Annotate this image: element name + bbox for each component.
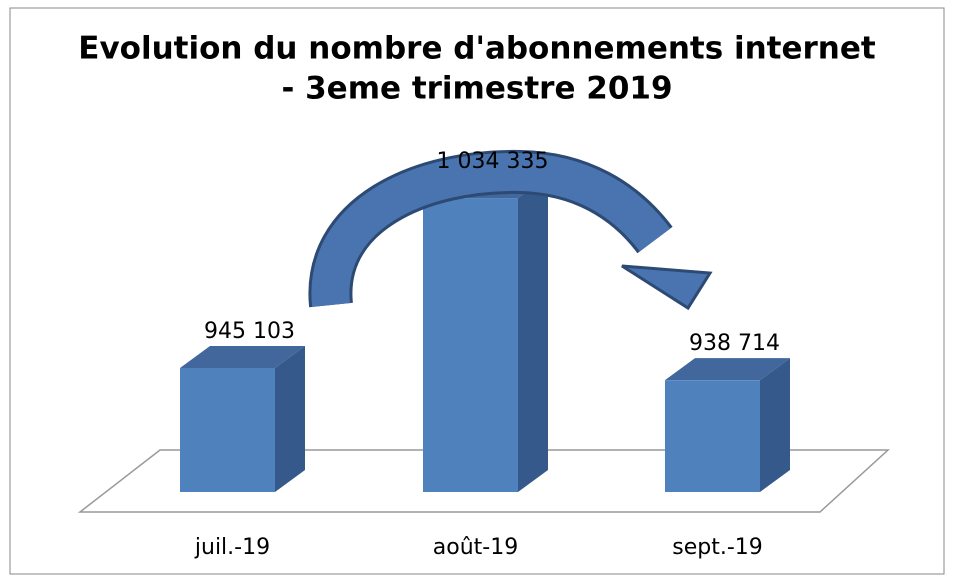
value-label: 945 103 <box>204 319 295 344</box>
arrow <box>308 149 713 311</box>
x-tick-label: août-19 <box>433 535 518 560</box>
bar-side <box>760 358 790 492</box>
bar-front <box>423 198 518 492</box>
value-label: 1 034 335 <box>437 149 549 174</box>
chart-title: - 3eme trimestre 2019 <box>281 71 672 107</box>
bar-top <box>665 358 790 381</box>
x-tick-label: sept.-19 <box>672 535 763 560</box>
arrow-head <box>621 264 713 311</box>
chart-title: Evolution du nombre d'abonnements intern… <box>78 31 876 67</box>
bar-front <box>180 368 275 492</box>
bars <box>180 176 790 492</box>
bar <box>665 358 790 492</box>
bar-side <box>275 346 305 492</box>
value-label: 938 714 <box>689 331 780 356</box>
bar-side <box>518 176 548 492</box>
arrow-body <box>311 152 671 307</box>
bar-top <box>180 346 305 369</box>
bar <box>423 176 548 492</box>
x-tick-label: juil.-19 <box>194 535 270 560</box>
bar <box>180 346 305 492</box>
bar-front <box>665 380 760 492</box>
